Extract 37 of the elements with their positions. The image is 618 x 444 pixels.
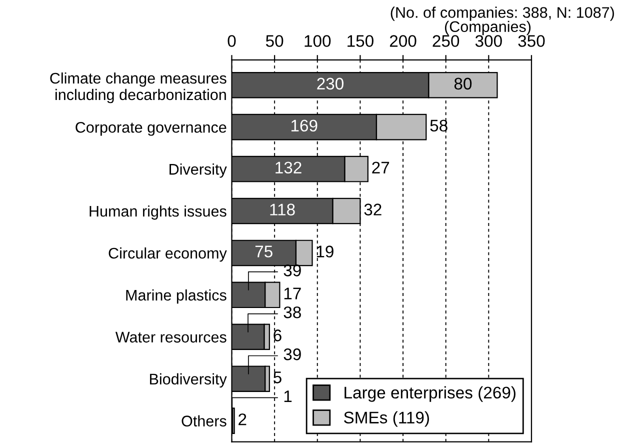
x-tick-label: 250 — [432, 35, 460, 47]
data-label: 169 — [291, 120, 318, 132]
data-label: 19 — [316, 246, 334, 258]
y-tick-label: Corporate governance — [76, 122, 226, 136]
x-axis-title: (Companies) — [444, 20, 531, 36]
y-tick-label: Diversity — [170, 164, 227, 178]
legend-label: SMEs (119) — [344, 411, 429, 427]
data-label: 32 — [364, 204, 382, 216]
x-tick-label: 200 — [390, 35, 416, 47]
y-tick-label: Marine plastics — [126, 289, 226, 304]
x-tick-label: 150 — [348, 35, 374, 47]
data-label: 230 — [317, 78, 344, 90]
data-label: 39 — [284, 348, 301, 360]
y-tick-label: Circular economy — [108, 247, 227, 262]
data-label: 6 — [274, 330, 282, 342]
data-label: 80 — [454, 78, 472, 90]
data-label: 17 — [284, 288, 301, 300]
data-label: 58 — [430, 120, 448, 132]
data-label: 38 — [284, 306, 301, 318]
data-label: 2 — [238, 413, 246, 426]
chart-subtitle: (No. of companies: 388, N: 1087) — [390, 6, 614, 21]
data-label: 118 — [270, 204, 295, 216]
y-tick-label: Human rights issues — [90, 205, 226, 220]
data-label: 1 — [284, 390, 292, 402]
data-label: 132 — [276, 162, 302, 174]
x-tick-label: 300 — [475, 35, 502, 47]
y-tick-label: Biodiversity — [150, 373, 227, 388]
legend-label: Large enterprises (269) — [344, 386, 516, 402]
x-tick-label: 50 — [266, 35, 284, 47]
x-tick-label: 0 — [228, 35, 236, 47]
data-label: 27 — [372, 162, 390, 174]
x-tick-label: 100 — [304, 35, 331, 47]
y-tick-label: Climate change measures including decarbonization — [50, 72, 226, 104]
y-tick-label: Water resources — [115, 332, 226, 343]
data-label: 75 — [255, 246, 272, 258]
y-tick-label: Others — [182, 415, 226, 426]
x-tick-label: 350 — [518, 35, 545, 47]
